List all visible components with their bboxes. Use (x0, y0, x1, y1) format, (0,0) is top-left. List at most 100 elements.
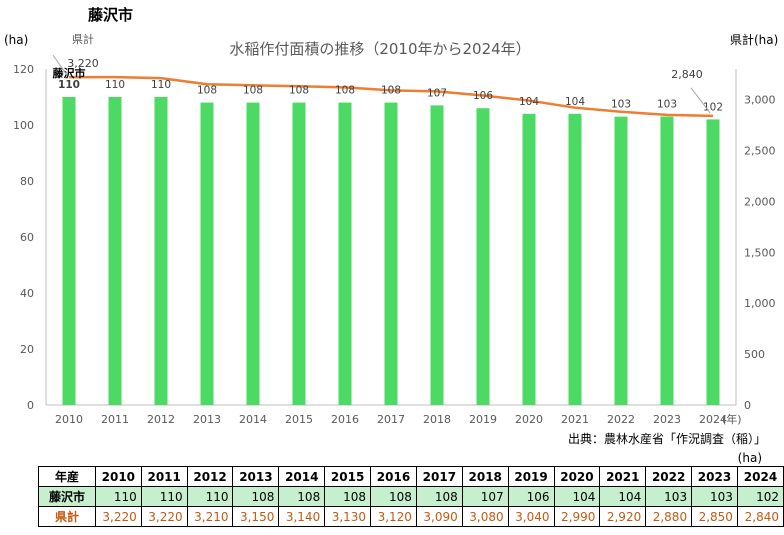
x-tick-label: 2020 (515, 413, 543, 426)
bar-fujisawa (476, 108, 490, 405)
leader-line-first (52, 54, 68, 76)
bar-fujisawa (292, 102, 306, 405)
line-data-label-first: 3,220 (67, 57, 99, 70)
y-right-tick-label: 0 (744, 399, 751, 412)
bar-data-label: 110 (58, 79, 80, 91)
table-value-fujisawa: 106 (507, 486, 555, 507)
bar-data-label: 108 (289, 85, 309, 97)
table-value-prefecture: 3,140 (278, 506, 326, 527)
table-value-fujisawa: 110 (186, 486, 234, 507)
bar-fujisawa (568, 113, 582, 406)
bar-data-label: 107 (427, 87, 447, 99)
bar-fujisawa (660, 116, 674, 405)
bar-fujisawa (108, 97, 122, 405)
table-value-fujisawa: 104 (553, 486, 601, 507)
table-year-cell: 2020 (553, 466, 601, 487)
table-year-cell: 2018 (461, 466, 509, 487)
table-value-fujisawa: 103 (691, 486, 738, 507)
x-tick-label: 2012 (147, 413, 175, 426)
x-tick-label: 2013 (193, 413, 221, 426)
series-label-fujisawa: 藤沢市 (53, 66, 86, 80)
x-tick-label: 2016 (331, 413, 359, 426)
bar-data-label: 104 (565, 96, 585, 108)
bar-fujisawa (246, 102, 260, 405)
y-right-tick-label: 2,000 (744, 195, 776, 208)
line-data-label-last: 2,840 (671, 68, 703, 81)
bar-data-label: 110 (105, 79, 125, 91)
y-left-tick-label: 20 (20, 343, 34, 356)
table-header-label: 年産 (38, 466, 96, 487)
bar-fujisawa (522, 113, 536, 406)
table-value-fujisawa: 107 (461, 486, 509, 507)
bar-data-label: 104 (519, 96, 539, 108)
y-right-tick-label: 1,500 (744, 246, 776, 259)
chart-title: 水稲作付面積の推移（2010年から2024年） (229, 40, 530, 58)
table-row-fujisawa: 藤沢市 110 110 110 108 108 108 108 108 107 106 104 104… (38, 486, 784, 507)
table-value-fujisawa: 108 (232, 486, 280, 507)
series-label-prefecture: 県計 (72, 32, 94, 46)
x-tick-label: 2014 (239, 413, 267, 426)
table-year-cell: 2015 (324, 466, 372, 487)
table-value-prefecture: 2,840 (736, 506, 784, 527)
x-tick-label: 2022 (607, 413, 635, 426)
table-value-prefecture: 3,090 (415, 506, 463, 527)
table-value-fujisawa: 108 (278, 486, 326, 507)
rice-area-chart: 水稲作付面積の推移（2010年から2024年） (ha) 県計(ha) (年) … (4, 32, 778, 426)
x-axis-unit: (年) (722, 412, 742, 426)
bar-data-label: 108 (243, 85, 263, 97)
x-tick-label: 2010 (55, 413, 83, 426)
table-value-prefecture: 3,220 (94, 506, 142, 527)
y-left-tick-label: 100 (13, 119, 34, 132)
x-tick-label: 2018 (423, 413, 451, 426)
table-value-prefecture: 3,210 (186, 506, 234, 527)
bar-fujisawa (614, 116, 628, 405)
table-value-prefecture: 3,120 (370, 506, 417, 527)
table-value-fujisawa: 102 (736, 486, 784, 507)
x-tick-label: 2024 (699, 413, 727, 426)
line-prefecture (69, 75, 714, 118)
leader-line-last (690, 87, 711, 114)
y-right-tick-label: 1,000 (744, 297, 776, 310)
bar-data-label: 103 (611, 99, 631, 111)
bar-series-fujisawa (62, 97, 720, 406)
table-row-label-prefecture: 県計 (38, 506, 96, 527)
bar-data-label: 108 (381, 85, 401, 97)
table-value-fujisawa: 110 (94, 486, 142, 507)
bar-data-label: 110 (151, 79, 171, 91)
table-row-label-fujisawa: 藤沢市 (38, 486, 96, 507)
table-year-cell: 2014 (278, 466, 326, 487)
y-right-tick-label: 3,000 (744, 94, 776, 107)
table-value-fujisawa: 110 (140, 486, 188, 507)
y-left-tick-label: 40 (20, 287, 34, 300)
table-year-cell: 2017 (415, 466, 463, 487)
table-value-prefecture: 2,920 (599, 506, 647, 527)
x-tick-label: 2021 (561, 413, 589, 426)
table-year-cell: 2011 (140, 466, 188, 487)
table-value-prefecture: 3,150 (232, 506, 280, 527)
bar-fujisawa (430, 105, 444, 406)
table-year-cell: 2023 (691, 466, 738, 487)
table-year-cell: 2024 (736, 466, 784, 487)
table-value-prefecture: 3,080 (461, 506, 509, 527)
data-labels: 110 110 110 108 108 108 108 108 107 106 104 104 103 1… (53, 32, 724, 113)
table-value-fujisawa: 108 (415, 486, 463, 507)
table-row-prefecture: 県計 3,220 3,220 3,210 3,150 3,140 3,130 3,120 3,… (38, 506, 784, 527)
data-table: 年産 2010 2011 2012 2013 2014 2015 2016 2017 2018 2… (38, 466, 784, 527)
table-value-fujisawa: 108 (324, 486, 372, 507)
table-value-fujisawa: 108 (370, 486, 417, 507)
bar-fujisawa (200, 102, 214, 405)
table-year-cell: 2010 (94, 466, 142, 487)
page-title: 藤沢市 (88, 6, 134, 24)
x-tick-label: 2019 (469, 413, 497, 426)
bar-data-label: 106 (473, 90, 493, 102)
table-year-cell: 2016 (370, 466, 417, 487)
table-header-row: 年産 2010 2011 2012 2013 2014 2015 2016 2017 2018 2… (38, 466, 784, 487)
bar-data-label: 103 (657, 99, 677, 111)
y-left-axis-label: (ha) (4, 33, 28, 47)
x-tick-label: 2011 (101, 413, 129, 426)
bar-fujisawa (154, 97, 168, 405)
table-value-prefecture: 3,040 (507, 506, 555, 527)
table-value-prefecture: 3,130 (324, 506, 372, 527)
bar-data-label: 108 (197, 85, 217, 97)
bar-fujisawa (62, 97, 76, 405)
